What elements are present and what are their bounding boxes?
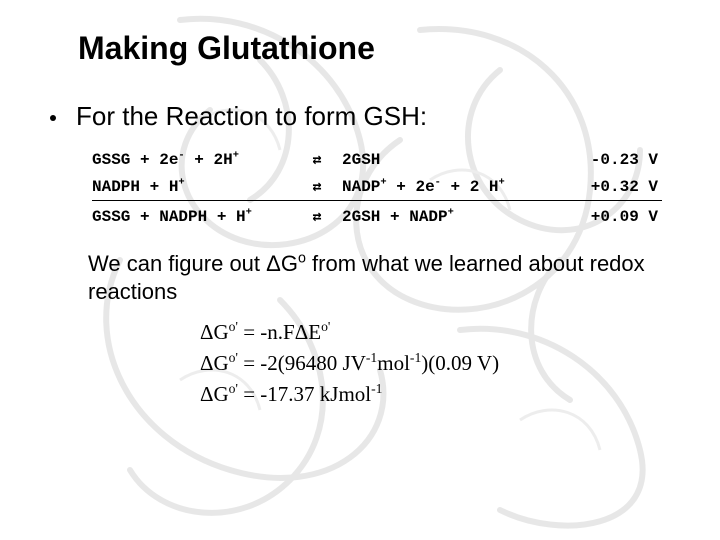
bullet-icon bbox=[50, 115, 56, 121]
rxn-lhs: NADPH + H+ bbox=[92, 173, 302, 201]
equation-line: ΔGo' = -17.37 kJmol-1 bbox=[200, 381, 680, 407]
slide-content: Making Glutathione For the Reaction to f… bbox=[0, 0, 720, 432]
equilibrium-arrow-icon: ⇄ bbox=[302, 173, 342, 201]
rxn-rhs: NADP+ + 2e- + 2 H+ bbox=[342, 173, 562, 201]
table-row: GSSG + 2e- + 2H+ ⇄ 2GSH -0.23 V bbox=[92, 146, 662, 173]
table-row: GSSG + NADPH + H+ ⇄ 2GSH + NADP+ +0.09 V bbox=[92, 201, 662, 231]
rxn-lhs: GSSG + NADPH + H+ bbox=[92, 201, 302, 231]
rxn-rhs: 2GSH bbox=[342, 146, 562, 173]
equation-line: ΔGo' = -n.FΔEo' bbox=[200, 319, 680, 345]
rxn-lhs: GSSG + 2e- + 2H+ bbox=[92, 146, 302, 173]
table-row: NADPH + H+ ⇄ NADP+ + 2e- + 2 H+ +0.32 V bbox=[92, 173, 662, 201]
rxn-potential: +0.09 V bbox=[562, 201, 662, 231]
rxn-rhs: 2GSH + NADP+ bbox=[342, 201, 562, 231]
rxn-potential: -0.23 V bbox=[562, 146, 662, 173]
rxn-potential: +0.32 V bbox=[562, 173, 662, 201]
equation-line: ΔGo' = -2(96480 JV-1mol-1)(0.09 V) bbox=[200, 350, 680, 376]
conclusion-text: We can figure out ΔGo from what we learn… bbox=[88, 250, 680, 305]
page-title: Making Glutathione bbox=[78, 30, 680, 67]
bullet-text: For the Reaction to form GSH: bbox=[76, 101, 427, 132]
equation-block: ΔGo' = -n.FΔEo' ΔGo' = -2(96480 JV-1mol-… bbox=[200, 319, 680, 407]
equilibrium-arrow-icon: ⇄ bbox=[302, 146, 342, 173]
bullet-line: For the Reaction to form GSH: bbox=[50, 101, 680, 132]
equilibrium-arrow-icon: ⇄ bbox=[302, 201, 342, 231]
reaction-table: GSSG + 2e- + 2H+ ⇄ 2GSH -0.23 V NADPH + … bbox=[92, 146, 662, 230]
